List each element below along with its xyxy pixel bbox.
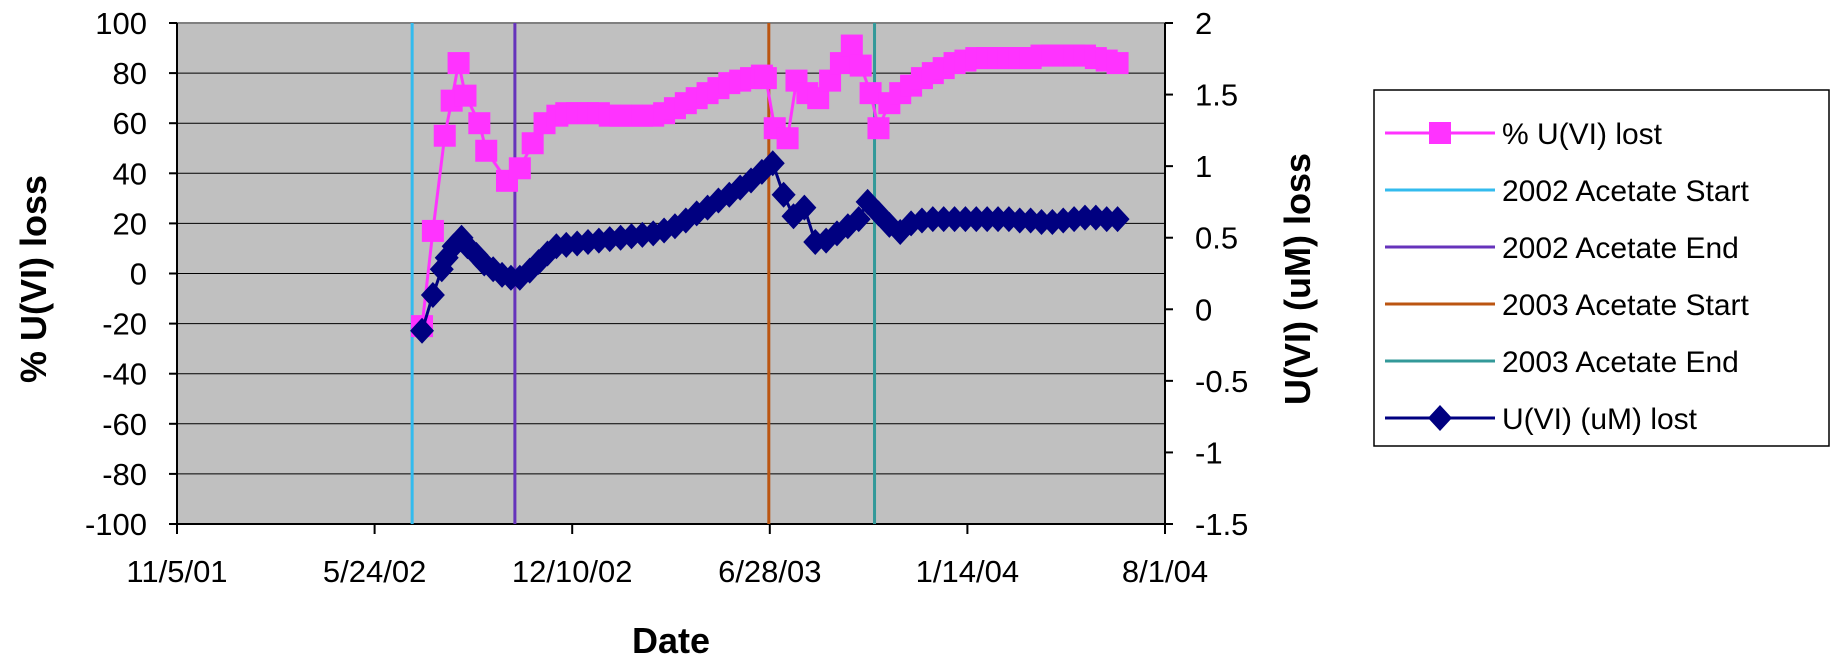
x-tick-label: 12/10/02 <box>512 554 633 589</box>
left-tick-label: 80 <box>113 56 147 91</box>
data-point <box>760 150 785 177</box>
right-tick-label: 2 <box>1195 6 1212 41</box>
data-point <box>526 249 551 276</box>
legend-frame <box>1373 89 1830 447</box>
right-tick-label: 1 <box>1195 149 1212 184</box>
legend-entry: 2002 Acetate End <box>1385 232 1739 265</box>
left-tick-label: -40 <box>102 357 147 392</box>
left-tick-label: 20 <box>113 206 147 241</box>
x-tick-label: 6/28/03 <box>718 554 821 589</box>
left-tick-label: 40 <box>113 156 147 191</box>
legend-marker <box>1429 122 1451 144</box>
left-tick-label: -80 <box>102 457 147 492</box>
data-point <box>1105 206 1130 233</box>
data-point <box>792 194 817 221</box>
x-axis-title: Date <box>632 620 710 660</box>
legend-label: U(VI) (uM) lost <box>1502 403 1698 436</box>
data-point <box>807 87 830 110</box>
x-tick-label: 5/24/02 <box>323 554 426 589</box>
x-tick-label: 11/5/01 <box>126 554 227 589</box>
right-tick-label: -1 <box>1195 435 1223 470</box>
series-u-vi-um-lost <box>410 150 1130 344</box>
right-tick-label: -0.5 <box>1195 364 1248 399</box>
data-point <box>475 139 498 162</box>
legend-label: 2002 Acetate End <box>1502 232 1739 265</box>
left-tick-label: -60 <box>102 407 147 442</box>
data-point <box>420 281 445 308</box>
legend-entry: U(VI) (uM) lost <box>1385 403 1698 436</box>
data-point <box>421 219 444 242</box>
left-tick-label: -100 <box>85 507 147 542</box>
right-tick-label: 0.5 <box>1195 221 1238 256</box>
left-tick-label: 60 <box>113 106 147 141</box>
right-axis-title: U(VI) (uM) loss <box>1277 153 1318 405</box>
data-series <box>410 34 1130 344</box>
x-tick-label: 8/1/04 <box>1122 554 1208 589</box>
right-tick-label: 0 <box>1195 292 1212 327</box>
legend-label: 2003 Acetate Start <box>1502 289 1750 322</box>
data-point <box>859 82 882 105</box>
right-tick-label: -1.5 <box>1195 507 1248 542</box>
data-point <box>454 84 477 107</box>
legend-marker <box>1428 405 1452 431</box>
data-point <box>410 317 435 344</box>
legend-entry: 2002 Acetate Start <box>1385 175 1750 208</box>
axes: 100 80 60 40 20 0 -20 -40 -60 -80 -100 2 1.5 1 0.5 0 -0… <box>13 6 1318 660</box>
x-axis-ticks: 11/5/01 5/24/02 12/10/02 6/28/03 1/14/04 8/1/… <box>126 524 1208 589</box>
left-tick-label: 100 <box>95 6 147 41</box>
left-axis-ticks: 100 80 60 40 20 0 -20 -40 -60 -80 -100 <box>85 6 177 542</box>
legend-entry: 2003 Acetate End <box>1385 346 1739 379</box>
data-point <box>840 34 863 57</box>
data-point <box>433 124 456 147</box>
data-point <box>846 206 871 233</box>
legend-entry: % U(VI) lost <box>1385 118 1663 151</box>
data-point <box>771 181 796 208</box>
data-point <box>1106 52 1129 75</box>
left-tick-label: -20 <box>102 307 147 342</box>
legend-entry: 2003 Acetate Start <box>1385 289 1750 322</box>
left-tick-label: 0 <box>130 257 147 292</box>
right-axis-ticks: 2 1.5 1 0.5 0 -0.5 -1 -1.5 <box>1165 6 1248 542</box>
legend-label: 2002 Acetate Start <box>1502 175 1750 208</box>
x-tick-label: 1/14/04 <box>916 554 1019 589</box>
data-point <box>776 127 799 150</box>
legend-label: % U(VI) lost <box>1502 118 1663 151</box>
right-tick-label: 1.5 <box>1195 78 1238 113</box>
data-point <box>819 69 842 92</box>
data-point <box>754 67 777 90</box>
data-point <box>447 52 470 75</box>
legend: % U(VI) lost 2002 Acetate Start 2002 Aceta… <box>1373 89 1830 447</box>
data-point <box>508 157 531 180</box>
data-point <box>521 132 544 155</box>
data-point <box>867 117 890 140</box>
left-axis-title: % U(VI) loss <box>13 175 54 383</box>
legend-label: 2003 Acetate End <box>1502 346 1739 379</box>
data-point <box>849 54 872 77</box>
data-point <box>829 52 852 75</box>
data-point <box>468 112 491 135</box>
